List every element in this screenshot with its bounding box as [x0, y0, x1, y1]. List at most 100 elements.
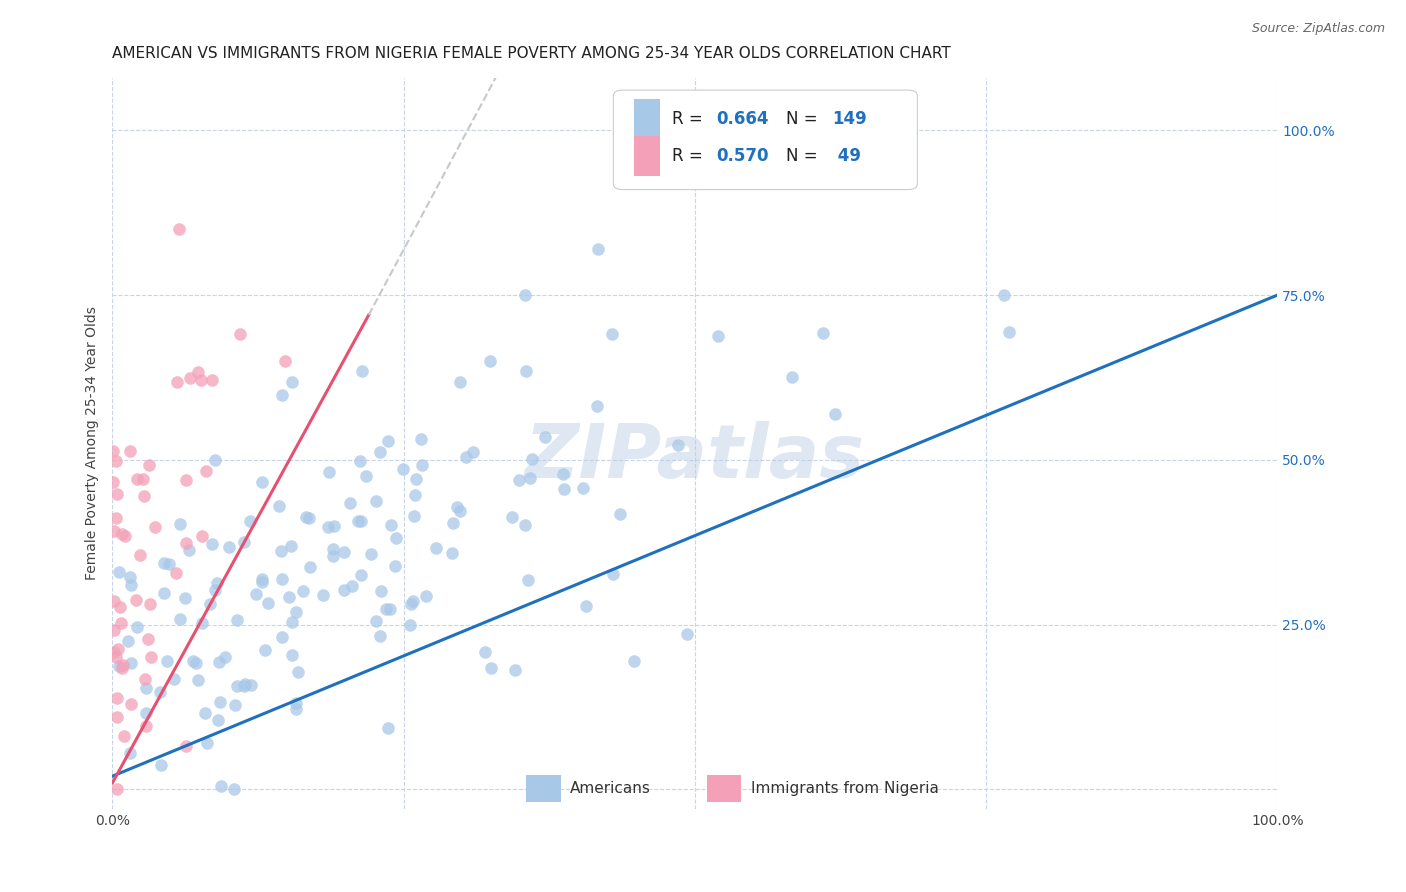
Point [454, 450, 477, 465]
Point [404, 488, 426, 502]
Point [270, 388, 292, 402]
Point [229, 326, 252, 341]
Point [245, 587, 267, 601]
Point [295, 509, 318, 524]
Point [449, 375, 471, 389]
Point [194, 706, 217, 720]
Point [402, 594, 425, 608]
Point [285, 696, 308, 710]
Point [134, 672, 156, 686]
Point [191, 529, 214, 543]
Point [105, 510, 128, 524]
Point [214, 650, 236, 665]
Text: 0.570: 0.570 [716, 147, 768, 165]
Point [350, 567, 373, 582]
Point [333, 583, 356, 598]
Point [534, 430, 557, 444]
Point [179, 543, 201, 558]
Point [195, 736, 218, 750]
Point [676, 626, 699, 640]
Bar [707, 775, 741, 802]
Point [165, 566, 187, 580]
Point [623, 654, 645, 668]
Point [377, 721, 399, 735]
Point [120, 697, 142, 711]
Point [503, 663, 526, 677]
Point [285, 702, 308, 716]
Point [120, 443, 142, 458]
Point [312, 588, 335, 602]
Point [120, 570, 142, 584]
Point [233, 679, 256, 693]
Point [111, 526, 134, 541]
Point [522, 452, 544, 467]
Point [138, 597, 160, 611]
Point [292, 584, 315, 599]
Point [135, 719, 157, 733]
Point [479, 354, 502, 368]
Point [101, 444, 124, 458]
Point [586, 399, 609, 413]
Point [201, 537, 224, 551]
Point [105, 782, 128, 797]
Point [378, 602, 401, 616]
Point [354, 469, 377, 483]
Point [145, 520, 167, 534]
Point [250, 475, 273, 490]
Point [409, 432, 432, 446]
Point [441, 516, 464, 530]
Point [366, 494, 388, 508]
Point [176, 474, 198, 488]
Point [323, 519, 346, 533]
Point [111, 658, 134, 673]
Point [281, 376, 304, 390]
Point [120, 747, 142, 761]
Point [287, 665, 309, 680]
Point [298, 510, 321, 524]
Point [105, 691, 128, 706]
Point [270, 544, 292, 558]
Point [350, 364, 373, 378]
Point [190, 373, 212, 387]
Point [707, 329, 730, 343]
Point [134, 489, 156, 503]
Point [349, 454, 371, 468]
Point [399, 617, 422, 632]
Point [101, 475, 124, 489]
Point [111, 661, 134, 675]
Point [166, 375, 188, 389]
Point [108, 566, 131, 580]
Point [239, 514, 262, 528]
Point [368, 445, 391, 459]
Y-axis label: Female Poverty Among 25-34 Year Olds: Female Poverty Among 25-34 Year Olds [86, 307, 100, 581]
Point [208, 696, 231, 710]
Point [463, 445, 485, 459]
Point [136, 632, 159, 647]
Text: R =: R = [672, 111, 707, 128]
Text: Americans: Americans [571, 781, 651, 796]
Point [157, 557, 180, 571]
Point [474, 645, 496, 659]
Point [278, 590, 301, 604]
Point [225, 613, 247, 627]
Point [233, 677, 256, 691]
Text: Source: ZipAtlas.com: Source: ZipAtlas.com [1251, 22, 1385, 36]
Point [350, 515, 373, 529]
Point [187, 365, 209, 379]
Point [110, 615, 132, 630]
Point [200, 373, 222, 387]
Point [204, 582, 226, 597]
Point [103, 524, 125, 538]
Point [609, 507, 631, 521]
Point [586, 242, 609, 256]
Point [280, 540, 302, 554]
Point [285, 605, 308, 619]
Point [105, 487, 128, 501]
Point [224, 782, 246, 797]
Point [333, 545, 356, 559]
Point [240, 678, 263, 692]
Point [384, 558, 406, 573]
Point [274, 354, 297, 368]
Point [364, 615, 387, 629]
Point [252, 574, 274, 589]
